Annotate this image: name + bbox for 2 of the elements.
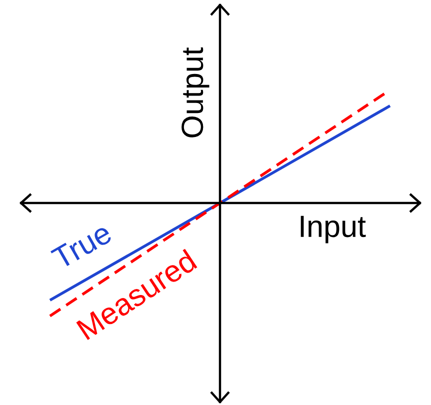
y-axis-title: Output	[182, 47, 210, 138]
x-axis-title: Input	[300, 216, 366, 244]
